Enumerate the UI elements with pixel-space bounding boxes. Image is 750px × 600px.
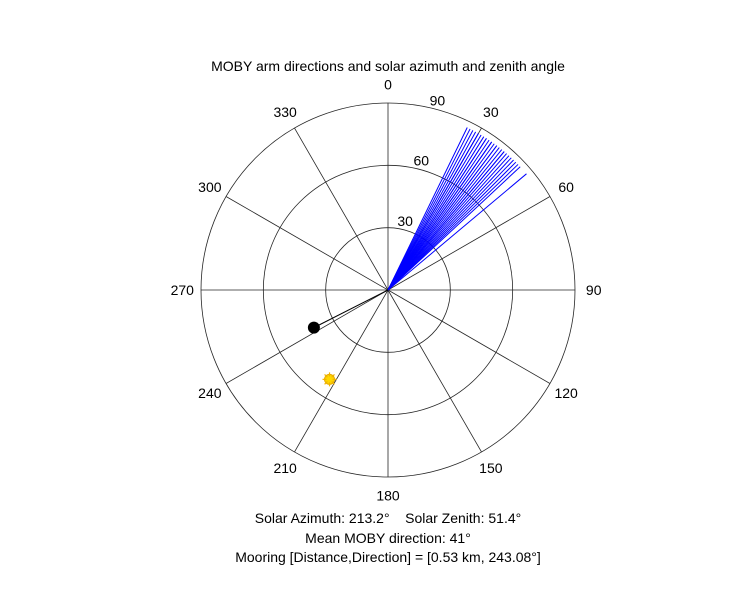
moby-arm-ray — [387, 173, 527, 291]
theta-tick-label: 30 — [483, 104, 499, 120]
theta-gridline — [294, 289, 389, 453]
r-tick-label: 30 — [397, 213, 413, 229]
moby-arm-ray — [387, 149, 503, 291]
moby-arm-ray — [387, 164, 519, 291]
theta-tick-labels: 0 30 60 90 120 150 180 210 240 270 300 330 — [171, 76, 602, 503]
moby-arm-ray — [387, 153, 507, 291]
theta-tick-label: 150 — [479, 460, 503, 476]
mooring-marker — [307, 321, 320, 334]
r-gridline — [325, 227, 451, 353]
moby-arm-rays — [313, 127, 527, 329]
polar-grid — [200, 102, 576, 478]
moby-arm-ray — [387, 131, 477, 291]
moby-arm-ray — [387, 143, 495, 291]
moby-arm-ray — [387, 155, 510, 291]
theta-tick-label: 90 — [586, 282, 602, 298]
moby-arm-ray — [387, 136, 485, 291]
theta-tick-label: 180 — [376, 488, 400, 504]
moby-arm-ray — [387, 161, 517, 291]
theta-tick-label: 0 — [384, 76, 392, 92]
theta-tick-label: 300 — [198, 179, 222, 195]
chart-title: MOBY arm directions and solar azimuth an… — [211, 58, 565, 74]
theta-tick-label: 120 — [554, 385, 578, 401]
moby-arm-ray — [387, 151, 505, 291]
moby-arm-ray — [387, 145, 498, 291]
r-gridline — [262, 164, 514, 416]
mean-moby-direction-text: Mean MOBY direction: 41° — [305, 530, 471, 546]
r-tick-labels: 30 60 90 — [397, 92, 445, 228]
r-gridline — [200, 102, 576, 478]
theta-gridline — [387, 196, 551, 291]
moby-arm-ray — [387, 133, 479, 291]
moby-arm-ray — [387, 139, 490, 291]
moby-arm-ray — [387, 128, 471, 291]
theta-tick-label: 240 — [198, 385, 222, 401]
moby-arm-ray — [387, 159, 514, 291]
markers — [307, 321, 337, 387]
moby-arm-ray — [387, 147, 500, 291]
solar-info-text: Solar Azimuth: 213.2° Solar Zenith: 51.4… — [255, 510, 521, 526]
moby-arm-ray — [387, 134, 482, 291]
r-tick-label: 90 — [430, 92, 446, 108]
moby-arm-ray — [387, 138, 487, 291]
theta-tick-label: 330 — [273, 104, 297, 120]
sun-marker — [322, 372, 337, 387]
theta-tick-label: 270 — [171, 282, 195, 298]
mooring-direction-line — [313, 289, 389, 329]
theta-gridline — [387, 289, 482, 453]
moby-arm-ray — [387, 141, 493, 291]
moby-arm-ray — [387, 166, 521, 291]
theta-tick-label: 60 — [558, 179, 574, 195]
theta-gridline — [225, 289, 389, 384]
moby-arm-ray — [387, 127, 468, 291]
r-tick-label: 60 — [413, 153, 429, 169]
moby-arm-ray — [387, 157, 512, 291]
theta-gridline — [294, 127, 389, 291]
moby-arm-ray — [387, 130, 474, 291]
theta-gridline — [387, 289, 551, 384]
theta-tick-label: 210 — [273, 460, 297, 476]
theta-gridline — [225, 196, 389, 291]
mooring-info-text: Mooring [Distance,Direction] = [0.53 km,… — [235, 549, 541, 565]
